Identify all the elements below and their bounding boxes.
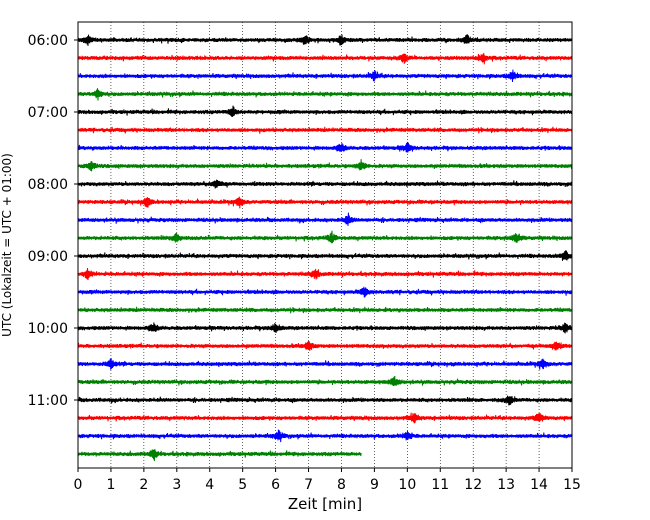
trace-1145 [77, 448, 362, 462]
x-tick-label: 14 [530, 477, 548, 493]
x-tick-label: 4 [205, 477, 214, 493]
x-tick-label: 8 [337, 477, 346, 493]
trace-0915 [77, 267, 573, 281]
trace-0845 [77, 230, 573, 244]
x-tick-label: 10 [398, 477, 416, 493]
trace-0930 [77, 286, 573, 298]
trace-0715 [77, 126, 573, 134]
x-tick-label: 9 [370, 477, 379, 493]
trace-0645 [77, 88, 573, 101]
trace-1000 [77, 322, 573, 334]
y-tick-label: 08:00 [28, 177, 68, 193]
x-tick-label: 1 [106, 477, 115, 493]
trace-0900 [77, 250, 573, 261]
trace-1015 [77, 340, 573, 351]
x-tick-label: 5 [238, 477, 247, 493]
x-tick-label: 13 [497, 477, 515, 493]
y-tick-label: 07:00 [28, 105, 68, 121]
x-tick-label: 0 [74, 477, 83, 493]
trace-0700 [77, 105, 573, 117]
trace-0800 [77, 179, 573, 189]
trace-1100 [77, 395, 573, 406]
trace-0615 [77, 52, 573, 65]
trace-0630 [77, 69, 573, 83]
x-tick-label: 7 [304, 477, 313, 493]
trace-0945 [77, 306, 573, 314]
trace-lines [77, 34, 573, 462]
trace-1045 [77, 375, 573, 387]
y-tick-label: 09:00 [28, 249, 68, 265]
trace-0745 [77, 159, 573, 172]
trace-1115 [77, 412, 573, 424]
x-tick-label: 2 [139, 477, 148, 493]
trace-0600 [77, 34, 573, 46]
trace-1130 [77, 429, 573, 443]
trace-1030 [77, 358, 573, 370]
y-axis: 06:00 07:00 08:00 09:00 10:00 11:00 [28, 33, 78, 409]
trace-0730 [77, 141, 573, 153]
y-tick-label: 11:00 [28, 393, 68, 409]
y-tick-label: 10:00 [28, 321, 68, 337]
y-tick-label: 06:00 [28, 33, 68, 49]
x-tick-label: 3 [172, 477, 181, 493]
x-tick-label: 6 [271, 477, 280, 493]
trace-0815 [77, 196, 573, 209]
y-axis-label: UTC (Lokalzeit = UTC + 01:00) [0, 153, 14, 337]
x-tick-label: 15 [563, 477, 581, 493]
trace-0830 [77, 212, 573, 226]
x-axis-label: Zeit [min] [288, 495, 362, 513]
plot-frame [77, 21, 573, 469]
x-tick-label: 11 [431, 477, 449, 493]
x-axis: 0 1 2 3 4 5 6 7 8 9 10 11 12 13 14 15 [74, 468, 581, 493]
grid-lines [110, 22, 540, 468]
x-tick-label: 12 [464, 477, 482, 493]
